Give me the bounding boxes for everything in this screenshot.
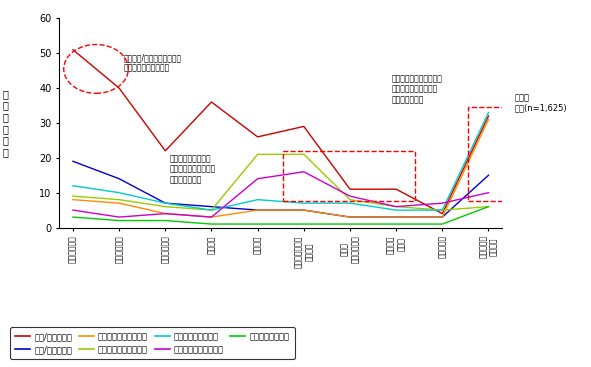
Legend: 報道/文字サイト, 報道/映像サイト, その他一般映像サイト, インターネットラジオ, ソーシャルメディア, 行政機関・企業サイト, その他一般サイト: 報道/文字サイト, 報道/映像サイト, その他一般映像サイト, インターネットラ… (10, 327, 295, 359)
Text: その他一般映像サイト、
ソーシャルメディアの
位置付けが高い: その他一般映像サイト、 ソーシャルメディアの 位置付けが高い (391, 74, 443, 104)
Text: 特に報道/文字情報サイトの
利用率が全般的に高い: 特に報道/文字情報サイトの 利用率が全般的に高い (124, 53, 182, 73)
Text: その他一般サイト、
行政・企業サイトなど
入手先が多様化: その他一般サイト、 行政・企業サイトなど 入手先が多様化 (170, 154, 216, 184)
Y-axis label: 利
用
率
（
％
）: 利 用 率 （ ％ ） (3, 89, 9, 157)
Text: 対象：
全員(n=1,625): 対象： 全員(n=1,625) (514, 93, 567, 112)
